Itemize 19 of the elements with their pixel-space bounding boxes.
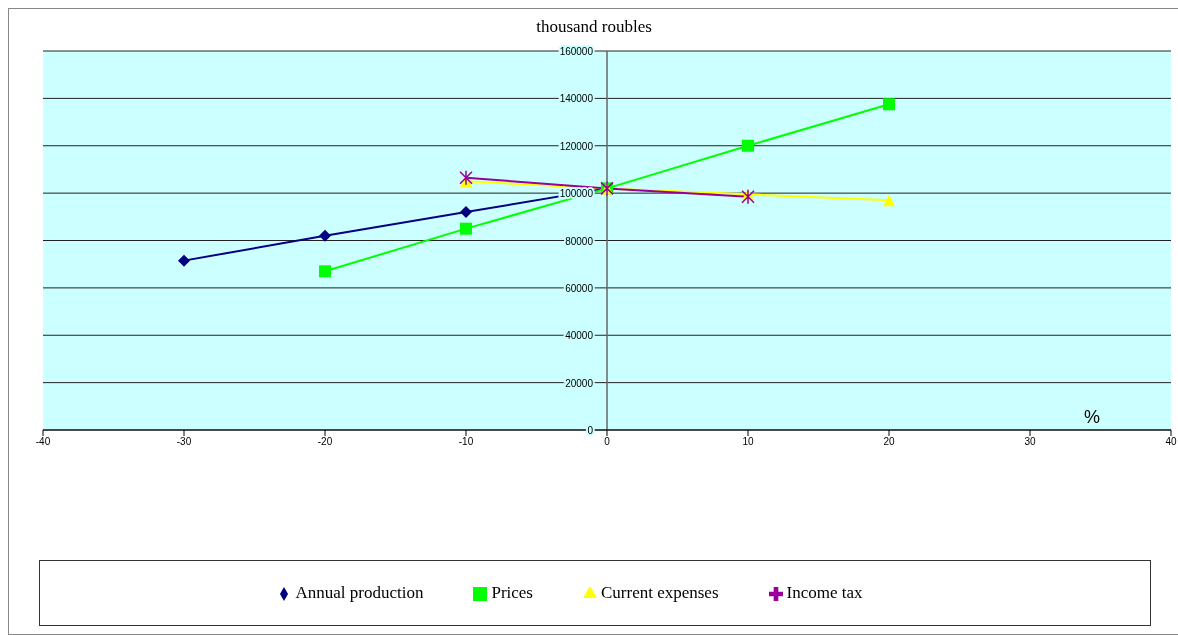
y-tick-label: 100000 <box>559 188 594 200</box>
x-tick-label: 30 <box>1024 436 1036 448</box>
y-tick-label: 60000 <box>565 282 594 294</box>
x-tick-label: -10 <box>458 436 474 448</box>
x-tick-label: -40 <box>35 436 51 448</box>
legend-label: Current expenses <box>600 583 719 602</box>
legend-label: Income tax <box>786 583 863 602</box>
y-tick-label: 160000 <box>559 46 594 57</box>
x-tick-label: 10 <box>742 436 754 448</box>
y-axis-title: thousand roubles <box>535 17 653 37</box>
legend-label: Annual production <box>295 583 424 602</box>
legend-label: Prices <box>491 583 533 602</box>
x-tick-label: 40 <box>1165 436 1177 448</box>
x-tick-label: -30 <box>176 436 192 448</box>
x-axis-title: % <box>1084 407 1101 428</box>
x-tick-label: 20 <box>883 436 895 448</box>
y-tick-label: 0 <box>587 425 594 436</box>
x-tick-label: 0 <box>604 436 611 448</box>
x-tick-label: -20 <box>317 436 333 448</box>
